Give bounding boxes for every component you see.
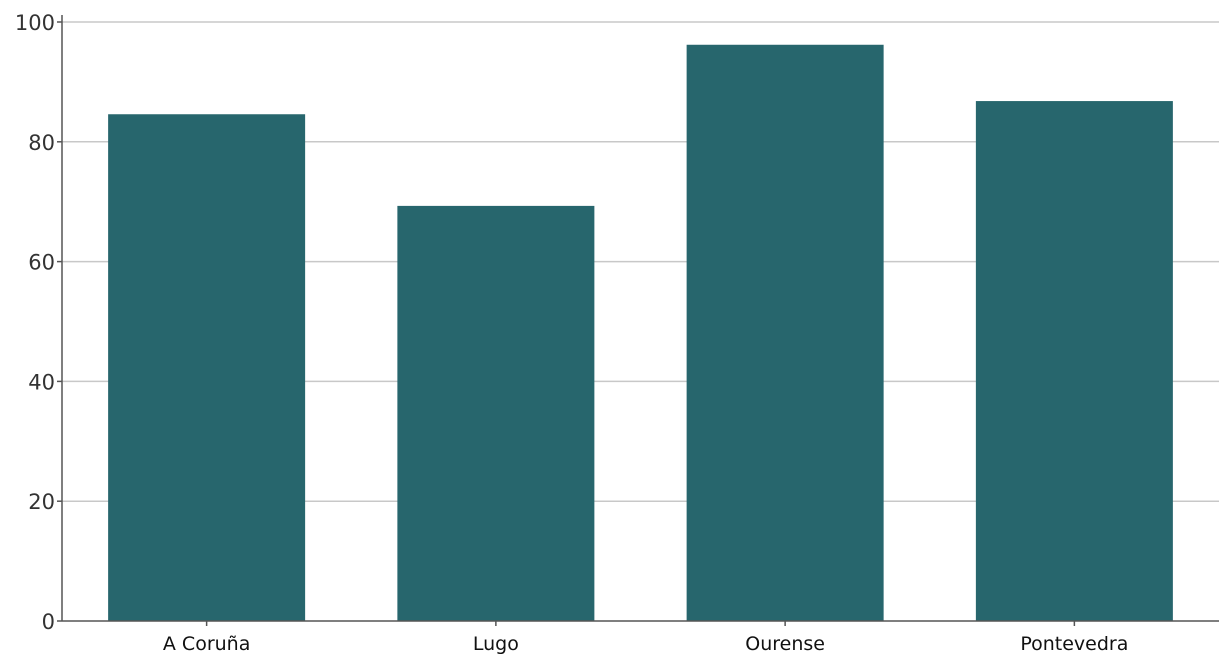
x-tick-label-lugo: Lugo <box>473 633 519 655</box>
bar-pontevedra <box>975 101 1173 622</box>
y-tick-labels: 0 20 40 60 80 100 <box>15 11 62 634</box>
x-tick-label-a-coruña: A Coruña <box>163 633 250 655</box>
x-tick-label-ourense: Ourense <box>745 633 825 655</box>
axes <box>61 15 1219 622</box>
bar-lugo <box>397 205 595 621</box>
y-tick-label-80: 80 <box>28 131 55 155</box>
bar-ourense <box>686 44 884 621</box>
bar-a-coruña <box>108 114 306 621</box>
y-tick-label-60: 60 <box>28 251 55 275</box>
y-tick-label-100: 100 <box>15 11 55 35</box>
y-tick-label-20: 20 <box>28 490 55 514</box>
y-tick-label-40: 40 <box>28 370 55 394</box>
x-tick-label-pontevedra: Pontevedra <box>1020 633 1128 655</box>
y-tick-label-0: 0 <box>42 610 55 634</box>
bars <box>108 44 1173 622</box>
x-tick-labels: A Coruña Lugo Ourense Pontevedra <box>163 621 1128 655</box>
